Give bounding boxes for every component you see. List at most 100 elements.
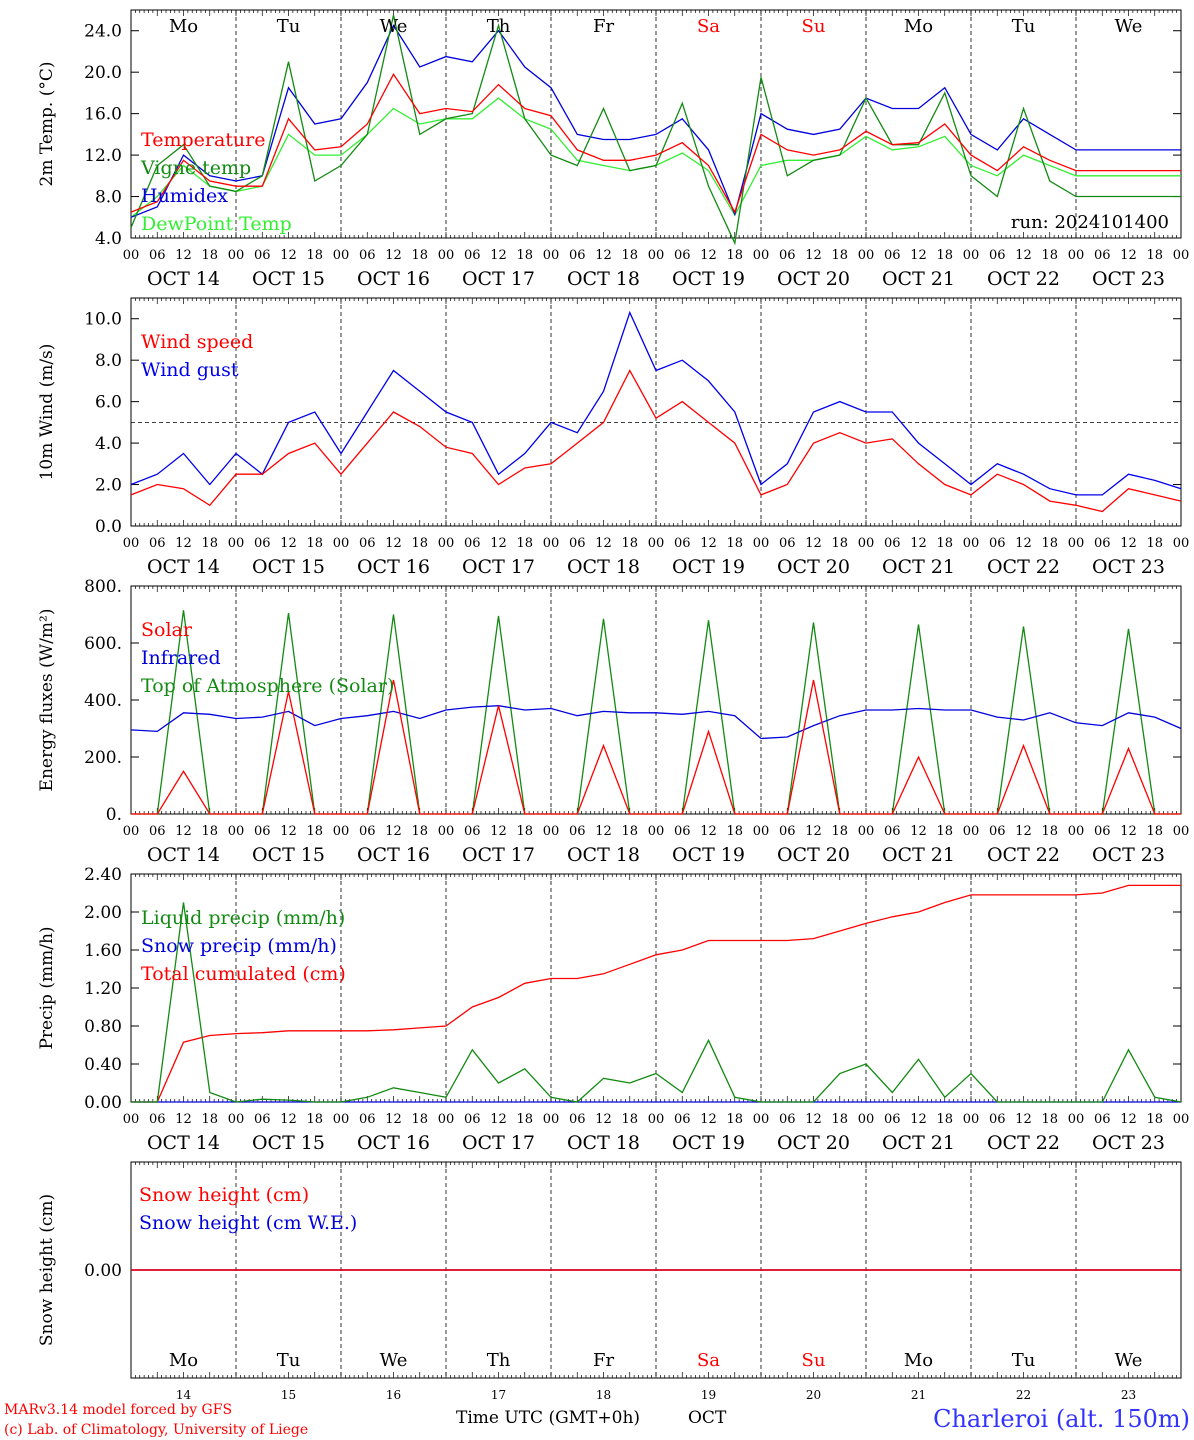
hour-tick-label: 00 <box>1068 536 1085 551</box>
hour-tick-label: 18 <box>831 1112 848 1127</box>
y-tick-label: 2.40 <box>84 865 122 885</box>
hour-tick-label: 18 <box>726 1112 743 1127</box>
day-number-label: 19 <box>701 1388 716 1402</box>
y-tick-label: 24.0 <box>84 22 122 42</box>
date-label: OCT 16 <box>357 1132 430 1154</box>
hour-tick-label: 12 <box>595 824 612 839</box>
panel-1: 4.0 8.0 12.0 16.0 20.0 24.0 2m Temp. (°C) Tempe… <box>37 9 1189 290</box>
hour-tick-label: 06 <box>674 248 691 263</box>
date-label: OCT 23 <box>1092 268 1165 290</box>
date-label: OCT 23 <box>1092 1132 1165 1154</box>
hour-tick-label: 12 <box>385 248 402 263</box>
hour-tick-label: 00 <box>333 824 350 839</box>
day-number-label: 17 <box>491 1388 506 1402</box>
hour-tick-label: 06 <box>989 824 1006 839</box>
day-number-label: 21 <box>911 1388 926 1402</box>
date-label: OCT 22 <box>987 556 1060 578</box>
hour-tick-label: 00 <box>963 824 980 839</box>
hour-tick-label: 00 <box>963 1112 980 1127</box>
date-label: OCT 22 <box>987 268 1060 290</box>
hour-tick-label: 18 <box>621 248 638 263</box>
series-line-3 <box>130 24 1181 218</box>
x-axis-title: Time UTC (GMT+0h) <box>456 1408 640 1428</box>
hour-tick-label: 00 <box>333 248 350 263</box>
y-tick-label: 2.00 <box>84 903 122 923</box>
hour-tick-label: 06 <box>989 248 1006 263</box>
hour-tick-label: 12 <box>490 1112 507 1127</box>
legend-entry: Total cumulated (cm) <box>141 963 346 985</box>
hour-tick-label: 06 <box>674 1112 691 1127</box>
date-label: OCT 19 <box>672 1132 745 1154</box>
hour-tick-label: 00 <box>123 248 140 263</box>
y-tick-label: 200. <box>84 748 122 768</box>
hour-tick-label: 18 <box>516 824 533 839</box>
legend-entry: Infrared <box>141 647 221 669</box>
run-annotation: run: 2024101400 <box>1011 212 1169 233</box>
y-tick-label: 10.0 <box>84 310 122 330</box>
y-axis-label: Energy fluxes (W/m²) <box>37 609 57 792</box>
hour-tick-label: 18 <box>1146 248 1163 263</box>
day-name-label: Tu <box>1012 16 1036 37</box>
date-label: OCT 16 <box>357 844 430 866</box>
y-tick-label: 0.80 <box>84 1017 122 1037</box>
date-label: OCT 22 <box>987 844 1060 866</box>
day-name-label: Su <box>802 1350 826 1371</box>
date-label: OCT 17 <box>462 556 535 578</box>
hour-tick-label: 00 <box>123 536 140 551</box>
date-label: OCT 15 <box>252 556 325 578</box>
hour-tick-label: 18 <box>1041 1112 1058 1127</box>
legend-entry: Temperature <box>141 129 265 151</box>
day-name-label: Tu <box>277 16 301 37</box>
hour-tick-label: 12 <box>280 248 297 263</box>
day-name-label: Tu <box>1012 1350 1036 1371</box>
hour-tick-label: 00 <box>228 1112 245 1127</box>
date-label: OCT 15 <box>252 1132 325 1154</box>
panel-5: 0.00 Snow height (cm) Snow height (cm) Snow… <box>37 1161 1182 1402</box>
hour-tick-label: 12 <box>1015 824 1032 839</box>
hour-tick-label: 00 <box>1173 824 1190 839</box>
hour-tick-label: 12 <box>175 536 192 551</box>
hour-tick-label: 12 <box>805 1112 822 1127</box>
hour-tick-label: 18 <box>726 536 743 551</box>
hour-tick-label: 00 <box>963 248 980 263</box>
hour-tick-label: 18 <box>516 1112 533 1127</box>
day-name-label: Fr <box>593 16 614 37</box>
hour-tick-label: 12 <box>595 1112 612 1127</box>
hour-tick-label: 12 <box>700 824 717 839</box>
hour-tick-label: 06 <box>884 248 901 263</box>
hour-tick-label: 00 <box>753 1112 770 1127</box>
hour-tick-label: 12 <box>280 536 297 551</box>
legend-entry: Wind speed <box>141 331 253 353</box>
hour-tick-label: 00 <box>333 1112 350 1127</box>
day-name-label: We <box>1115 1350 1143 1371</box>
hour-tick-label: 12 <box>1120 536 1137 551</box>
hour-tick-label: 06 <box>359 824 376 839</box>
date-label: OCT 21 <box>882 1132 955 1154</box>
day-name-label: Su <box>802 16 826 37</box>
hour-tick-label: 12 <box>700 536 717 551</box>
hour-tick-label: 18 <box>306 248 323 263</box>
date-label: OCT 21 <box>882 268 955 290</box>
hour-tick-label: 06 <box>464 1112 481 1127</box>
hour-tick-label: 06 <box>779 1112 796 1127</box>
hour-tick-label: 18 <box>201 824 218 839</box>
credit-line-1: MARv3.14 model forced by GFS <box>4 1402 232 1418</box>
hour-tick-label: 18 <box>516 248 533 263</box>
day-name-label: Mo <box>169 16 198 37</box>
hour-tick-label: 18 <box>1041 536 1058 551</box>
hour-tick-label: 06 <box>359 248 376 263</box>
legend-entry: DewPoint Temp <box>141 213 292 235</box>
hour-tick-label: 18 <box>1146 536 1163 551</box>
hour-tick-label: 18 <box>411 248 428 263</box>
hour-tick-label: 06 <box>254 824 271 839</box>
hour-tick-label: 18 <box>306 1112 323 1127</box>
hour-tick-label: 00 <box>438 824 455 839</box>
hour-tick-label: 12 <box>1015 1112 1032 1127</box>
hour-tick-label: 12 <box>1120 1112 1137 1127</box>
legend-entry: Top of Atmosphere (Solar) <box>141 675 394 697</box>
date-label: OCT 15 <box>252 268 325 290</box>
hour-tick-label: 12 <box>1120 248 1137 263</box>
hour-tick-label: 18 <box>201 248 218 263</box>
y-tick-label: 8.0 <box>95 351 122 371</box>
hour-tick-label: 00 <box>1068 1112 1085 1127</box>
